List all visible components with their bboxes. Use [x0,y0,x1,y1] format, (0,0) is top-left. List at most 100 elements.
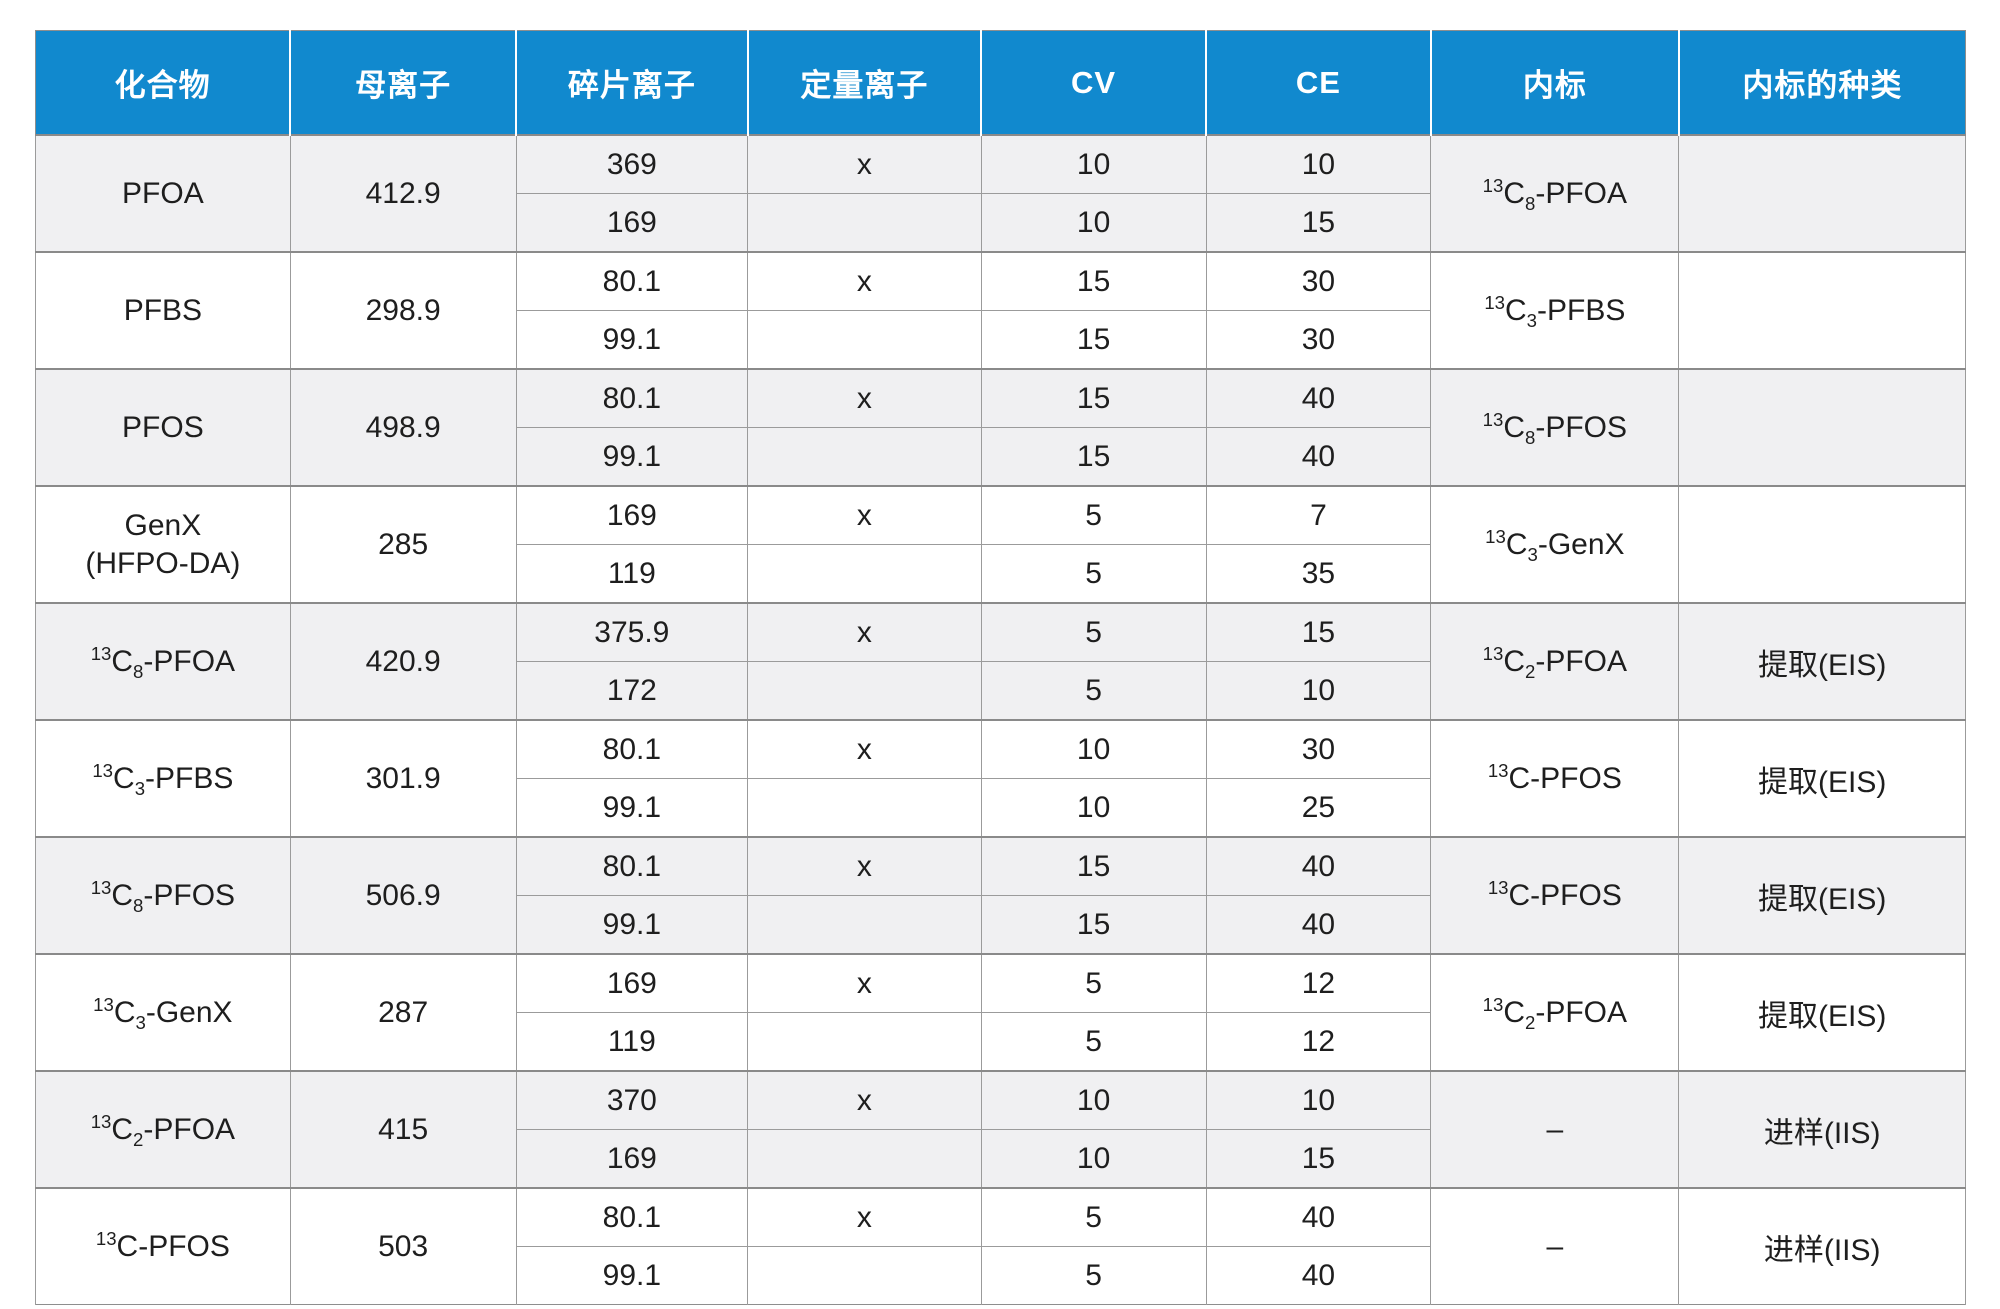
istd-type-cell: 提取(EIS) [1678,719,1966,837]
ce-cell: 30 [1205,310,1432,369]
table-subrow: 99.1 5 40 [36,1246,1966,1305]
ce-cell: 15 [1205,1129,1432,1188]
fragment-ion-cell: 369 [515,134,749,194]
table-row: PFOA 412.9 369 x 10 10 13C8-PFOA [35,134,1966,252]
cv-cell: 10 [980,778,1207,837]
fragment-ion-cell: 80.1 [515,836,749,896]
fragment-ion-cell: 119 [515,1012,749,1071]
precursor-cell: 285 [289,485,517,603]
istd-type-cell [1678,368,1966,486]
fragment-ion-cell: 80.1 [515,1187,749,1247]
quant-ion-cell: x [747,134,982,194]
column-header-ce: CE [1205,30,1432,136]
quant-ion-cell: x [747,1187,982,1247]
fragment-ion-cell: 172 [515,661,749,720]
pfas-mrm-table-container: 化合物 母离子 碎片离子 定量离子 CV CE 内标 内标的种类 PFOA 412.9 369 x 1… [35,30,1966,1305]
cv-cell: 5 [980,1012,1207,1071]
column-header-istd-type: 内标的种类 [1677,30,1966,136]
precursor-cell: 287 [289,953,517,1071]
compound-cell: GenX (HFPO-DA) [35,485,291,603]
quant-ion-cell: x [747,1070,982,1130]
table-row: GenX (HFPO-DA) 285 169 x 5 7 13C3-GenX [35,485,1966,603]
compound-cell: 13C-PFOS [35,1187,291,1305]
ce-cell: 30 [1205,251,1432,311]
ce-cell: 12 [1205,953,1432,1013]
quant-ion-cell [747,427,982,486]
cv-cell: 15 [980,251,1207,311]
quant-ion-cell: x [747,485,982,545]
table-row: 13C3-PFBS 301.9 80.1 x 10 30 13C-PFOS 提取(EIS) [35,719,1966,837]
ce-cell: 35 [1205,544,1432,603]
cv-cell: 10 [980,1070,1207,1130]
ce-cell: 15 [1205,193,1432,252]
cv-cell: 15 [980,310,1207,369]
internal-standard-cell: 13C-PFOS [1430,836,1680,954]
table-subrow: 169 10 15 [36,193,1966,252]
table-body: PFOA 412.9 369 x 10 10 13C8-PFOA 169 10 15 PFBS 298… [35,134,1966,1305]
precursor-cell: 506.9 [289,836,517,954]
compound-cell: 13C2-PFOA [35,1070,291,1188]
fragment-ion-cell: 99.1 [515,427,749,486]
precursor-cell: 420.9 [289,602,517,720]
table-header: 化合物 母离子 碎片离子 定量离子 CV CE 内标 内标的种类 [35,30,1966,136]
precursor-cell: 412.9 [289,134,517,252]
ce-cell: 40 [1205,427,1432,486]
fragment-ion-cell: 169 [515,953,749,1013]
cv-cell: 5 [980,1187,1207,1247]
quant-ion-cell: x [747,368,982,428]
ce-cell: 25 [1205,778,1432,837]
internal-standard-cell: 13C3-GenX [1430,485,1680,603]
header-row: 化合物 母离子 碎片离子 定量离子 CV CE 内标 内标的种类 [35,30,1966,136]
precursor-cell: 301.9 [289,719,517,837]
table-row: PFOS 498.9 80.1 x 15 40 13C8-PFOS [35,368,1966,486]
table-row: 13C-PFOS 503 80.1 x 5 40– 进样(IIS) [35,1187,1966,1305]
istd-type-cell [1678,251,1966,369]
fragment-ion-cell: 169 [515,1129,749,1188]
table-row: 13C3-GenX 287 169 x 5 12 13C2-PFOA 提取(EIS) [35,953,1966,1071]
internal-standard-cell: 13C2-PFOA [1430,602,1680,720]
compound-cell: 13C3-GenX [35,953,291,1071]
cv-cell: 15 [980,427,1207,486]
column-header-istd: 内标 [1429,30,1680,136]
table-subrow: 169 10 15 [36,1129,1966,1188]
column-header-precursor: 母离子 [289,30,518,136]
quant-ion-cell [747,895,982,954]
istd-type-cell: 进样(IIS) [1678,1187,1966,1305]
cv-cell: 10 [980,193,1207,252]
fragment-ion-cell: 99.1 [515,895,749,954]
ce-cell: 15 [1205,602,1432,662]
fragment-ion-cell: 80.1 [515,719,749,779]
cv-cell: 5 [980,485,1207,545]
istd-type-cell: 提取(EIS) [1678,953,1966,1071]
quant-ion-cell [747,661,982,720]
table-subrow: 99.1 15 40 [36,427,1966,486]
table-row: 13C8-PFOA 420.9 375.9 x 5 15 13C2-PFOA 提取(EIS) [35,602,1966,720]
fragment-ion-cell: 169 [515,485,749,545]
ce-cell: 40 [1205,1187,1432,1247]
precursor-cell: 503 [289,1187,517,1305]
precursor-cell: 298.9 [289,251,517,369]
quant-ion-cell [747,1012,982,1071]
ce-cell: 10 [1205,134,1432,194]
pfas-mrm-table: 化合物 母离子 碎片离子 定量离子 CV CE 内标 内标的种类 PFOA 412.9 369 x 1… [35,30,1966,1305]
ce-cell: 10 [1205,661,1432,720]
compound-cell: 13C3-PFBS [35,719,291,837]
istd-type-cell: 提取(EIS) [1678,836,1966,954]
quant-ion-cell: x [747,953,982,1013]
compound-cell: PFBS [35,251,291,369]
column-header-cv: CV [980,30,1207,136]
internal-standard-cell: 13C3-PFBS [1430,251,1680,369]
fragment-ion-cell: 370 [515,1070,749,1130]
fragment-ion-cell: 80.1 [515,251,749,311]
ce-cell: 40 [1205,895,1432,954]
compound-cell: 13C8-PFOS [35,836,291,954]
compound-cell: PFOA [35,134,291,252]
fragment-ion-cell: 99.1 [515,310,749,369]
cv-cell: 10 [980,1129,1207,1188]
istd-type-cell: 提取(EIS) [1678,602,1966,720]
table-subrow: 99.1 10 25 [36,778,1966,837]
compound-cell: PFOS [35,368,291,486]
ce-cell: 7 [1205,485,1432,545]
table-subrow: 99.1 15 30 [36,310,1966,369]
